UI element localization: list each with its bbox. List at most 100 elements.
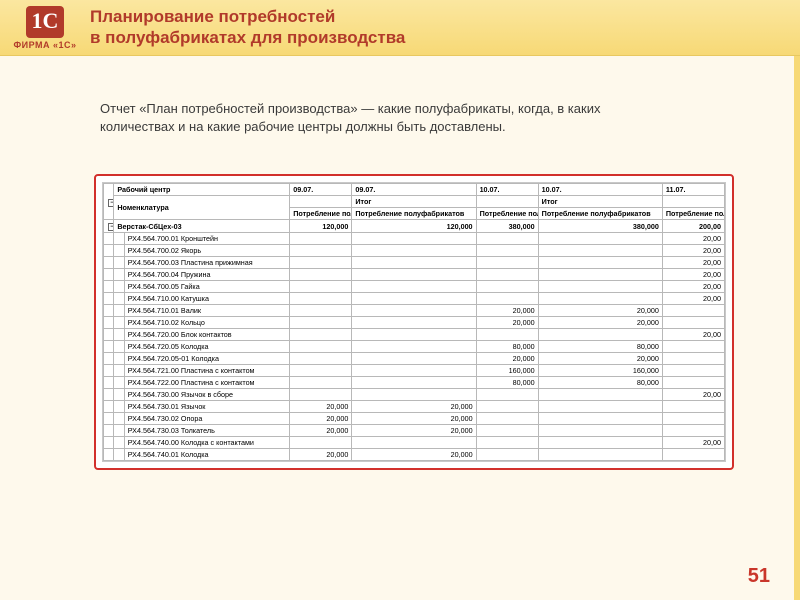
row-value: 20,00 xyxy=(662,329,724,341)
tree-cell xyxy=(104,245,114,257)
row-value xyxy=(352,257,476,269)
tree-cell xyxy=(104,233,114,245)
row-value xyxy=(352,377,476,389)
row-value: 20,00 xyxy=(662,437,724,449)
row-value xyxy=(662,449,724,461)
table-row[interactable]: РХ4.564.730.01 Язычок20,00020,000 xyxy=(104,401,725,413)
table-row[interactable]: РХ4.564.700.05 Гайка20,00 xyxy=(104,281,725,293)
tree-cell xyxy=(114,341,124,353)
row-value xyxy=(352,245,476,257)
tree-cell xyxy=(104,365,114,377)
group-toggle[interactable]: − xyxy=(104,220,114,233)
table-row[interactable]: РХ4.564.720.05-01 Колодка20,00020,000 xyxy=(104,353,725,365)
row-value: 80,000 xyxy=(476,377,538,389)
tree-cell xyxy=(104,269,114,281)
row-value xyxy=(476,389,538,401)
header-date-0: 09.07. xyxy=(290,184,352,196)
description-text: Отчет «План потребностей производства» —… xyxy=(100,100,660,136)
row-value xyxy=(476,233,538,245)
tree-cell xyxy=(104,389,114,401)
tree-cell xyxy=(114,281,124,293)
tree-cell xyxy=(104,317,114,329)
header-bar: Планирование потребностей в полуфабрикат… xyxy=(0,0,800,56)
row-value xyxy=(290,281,352,293)
table-row[interactable]: РХ4.564.700.04 Пружина20,00 xyxy=(104,269,725,281)
tree-collapse-col[interactable]: − xyxy=(104,184,114,220)
row-value xyxy=(538,437,662,449)
tree-cell xyxy=(104,329,114,341)
table-row[interactable]: РХ4.564.721.00 Пластина с контактом160,0… xyxy=(104,365,725,377)
row-value: 20,00 xyxy=(662,293,724,305)
header-date-1: 09.07. xyxy=(352,184,476,196)
row-value: 20,000 xyxy=(290,413,352,425)
header-metric-1: Потребление полуфабрикатов xyxy=(352,208,476,220)
row-name: РХ4.564.710.01 Валик xyxy=(124,305,290,317)
row-name: РХ4.564.740.01 Колодка xyxy=(124,449,290,461)
row-value xyxy=(662,425,724,437)
tree-cell xyxy=(104,341,114,353)
row-value xyxy=(352,341,476,353)
row-value xyxy=(476,401,538,413)
row-value xyxy=(290,365,352,377)
row-value xyxy=(352,281,476,293)
report-scroll-area[interactable]: − Рабочий центр 09.07. 09.07. 10.07. 10.… xyxy=(102,182,726,462)
row-value: 20,00 xyxy=(662,233,724,245)
row-value xyxy=(290,341,352,353)
row-value xyxy=(290,305,352,317)
row-value xyxy=(538,401,662,413)
header-date-3: 10.07. xyxy=(538,184,662,196)
group-total-3: 380,000 xyxy=(538,220,662,233)
row-value xyxy=(476,329,538,341)
row-value xyxy=(352,353,476,365)
group-label: Верстак-СбЦех-03 xyxy=(114,220,290,233)
row-value: 20,000 xyxy=(290,401,352,413)
tree-cell xyxy=(114,425,124,437)
row-value: 20,000 xyxy=(476,305,538,317)
tree-cell xyxy=(114,377,124,389)
tree-cell xyxy=(114,401,124,413)
row-value xyxy=(538,233,662,245)
table-row[interactable]: РХ4.564.700.01 Кронштейн20,00 xyxy=(104,233,725,245)
row-value xyxy=(352,305,476,317)
table-row[interactable]: РХ4.564.710.02 Кольцо20,00020,000 xyxy=(104,317,725,329)
row-value: 80,000 xyxy=(538,341,662,353)
row-name: РХ4.564.740.00 Колодка с контактами xyxy=(124,437,290,449)
table-row[interactable]: РХ4.564.710.01 Валик20,00020,000 xyxy=(104,305,725,317)
row-value xyxy=(538,281,662,293)
table-row[interactable]: РХ4.564.700.03 Пластина прижимная20,00 xyxy=(104,257,725,269)
page-number: 51 xyxy=(748,565,770,588)
row-value xyxy=(538,293,662,305)
table-row[interactable]: РХ4.564.730.03 Толкатель20,00020,000 xyxy=(104,425,725,437)
page-title: Планирование потребностей в полуфабрикат… xyxy=(90,7,405,47)
table-row[interactable]: РХ4.564.720.00 Блок контактов20,00 xyxy=(104,329,725,341)
row-value xyxy=(476,257,538,269)
row-value: 20,00 xyxy=(662,281,724,293)
tree-cell xyxy=(114,317,124,329)
table-row[interactable]: РХ4.564.730.00 Язычок в сборе20,00 xyxy=(104,389,725,401)
table-row[interactable]: РХ4.564.740.01 Колодка20,00020,000 xyxy=(104,449,725,461)
row-value: 20,00 xyxy=(662,389,724,401)
group-row[interactable]: − Верстак-СбЦех-03 120,000 120,000 380,0… xyxy=(104,220,725,233)
row-value xyxy=(662,377,724,389)
row-value xyxy=(352,269,476,281)
row-value xyxy=(538,449,662,461)
table-row[interactable]: РХ4.564.730.02 Опора20,00020,000 xyxy=(104,413,725,425)
report-table: − Рабочий центр 09.07. 09.07. 10.07. 10.… xyxy=(103,183,725,461)
tree-cell xyxy=(114,365,124,377)
tree-cell xyxy=(114,269,124,281)
table-row[interactable]: РХ4.564.720.05 Колодка80,00080,000 xyxy=(104,341,725,353)
header-itog-0: Итог xyxy=(352,196,476,208)
row-value: 20,000 xyxy=(538,353,662,365)
table-row[interactable]: РХ4.564.700.02 Якорь20,00 xyxy=(104,245,725,257)
row-value xyxy=(352,389,476,401)
row-value xyxy=(476,269,538,281)
table-row[interactable]: РХ4.564.740.00 Колодка с контактами 20,00 xyxy=(104,437,725,449)
header-metric-2: Потребление полуфабрикатов xyxy=(476,208,538,220)
row-value: 20,000 xyxy=(538,317,662,329)
row-value: 20,00 xyxy=(662,245,724,257)
row-value xyxy=(290,389,352,401)
tree-cell xyxy=(114,413,124,425)
table-row[interactable]: РХ4.564.722.00 Пластина с контактом80,00… xyxy=(104,377,725,389)
table-row[interactable]: РХ4.564.710.00 Катушка20,00 xyxy=(104,293,725,305)
row-value xyxy=(662,401,724,413)
